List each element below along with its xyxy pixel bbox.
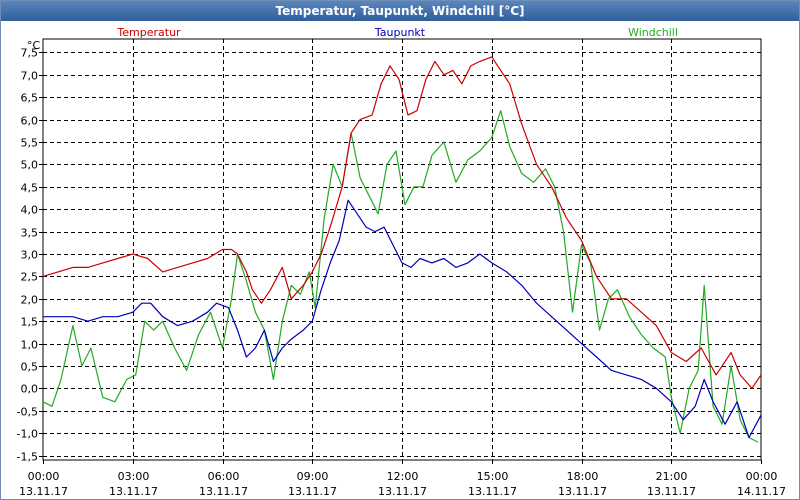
x-tick-time: 21:00: [656, 470, 688, 483]
x-tick-time: 00:00: [28, 470, 60, 483]
x-tick-time: 09:00: [297, 470, 329, 483]
x-tick-time: 03:00: [118, 470, 150, 483]
series-line-windchill: [42, 110, 759, 443]
y-tick-label: 0,5: [21, 361, 39, 374]
x-tick-time: 18:00: [567, 470, 599, 483]
chart-title: Temperatur, Taupunkt, Windchill [°C]: [275, 4, 525, 18]
x-tick-time: 15:00: [477, 470, 509, 483]
y-tick-label: 6,5: [21, 92, 39, 105]
x-tick-date: 13.11.17: [199, 485, 248, 498]
x-tick-date: 13.11.17: [468, 485, 517, 498]
y-tick-label: 6,0: [21, 115, 39, 128]
x-tick-date: 13.11.17: [19, 485, 68, 498]
y-tick-label: 7,0: [21, 70, 39, 83]
x-tick-date: 14.11.17: [737, 485, 786, 498]
y-tick-label: 1,0: [21, 339, 39, 352]
y-tick-label: 7,5: [21, 47, 39, 60]
x-tick-date: 13.11.17: [288, 485, 337, 498]
legend-taupunkt: Taupunkt: [374, 26, 426, 39]
y-tick-label: 1,5: [21, 316, 39, 329]
title-bar: Temperatur, Taupunkt, Windchill [°C]: [1, 1, 799, 21]
y-tick-label: 0,0: [21, 383, 39, 396]
y-axis-label: °C: [27, 39, 41, 52]
x-tick-date: 13.11.17: [558, 485, 607, 498]
y-tick-label: -1,0: [17, 428, 38, 441]
y-tick-label: -0,5: [17, 406, 38, 419]
x-tick-date: 13.11.17: [109, 485, 158, 498]
series-line-temperatur: [42, 56, 762, 389]
x-tick-time: 06:00: [208, 470, 240, 483]
legend-windchill: Windchill: [628, 26, 678, 39]
x-tick-time: 12:00: [387, 470, 419, 483]
y-tick-label: 2,5: [21, 271, 39, 284]
y-tick-label: 4,5: [21, 182, 39, 195]
x-tick-date: 13.11.17: [378, 485, 427, 498]
y-tick-label: 3,5: [21, 227, 39, 240]
series-line-taupunkt: [43, 199, 762, 439]
x-tick-time: 00:00: [746, 470, 778, 483]
y-tick-label: 3,0: [21, 249, 39, 262]
x-tick-date: 13.11.17: [647, 485, 696, 498]
y-tick-label: 5,0: [21, 159, 39, 172]
y-tick-label: 5,5: [21, 137, 39, 150]
y-tick-label: 2,0: [21, 294, 39, 307]
y-tick-label: -1,5: [17, 451, 38, 464]
y-tick-label: 4,0: [21, 204, 39, 217]
legend-temperatur: Temperatur: [116, 26, 181, 39]
